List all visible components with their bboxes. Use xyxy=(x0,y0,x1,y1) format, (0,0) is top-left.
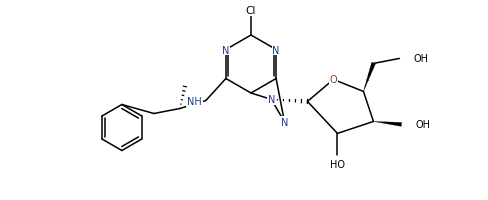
Text: Cl: Cl xyxy=(246,6,256,16)
Text: NH: NH xyxy=(187,97,202,107)
Polygon shape xyxy=(364,63,375,92)
Text: N: N xyxy=(272,45,280,55)
Text: OH: OH xyxy=(415,120,430,130)
Text: OH: OH xyxy=(413,54,428,64)
Text: N: N xyxy=(281,117,288,127)
Text: N: N xyxy=(222,45,229,55)
Text: N: N xyxy=(268,95,275,105)
Polygon shape xyxy=(373,122,402,127)
Text: O: O xyxy=(329,75,337,85)
Text: HO: HO xyxy=(330,160,345,170)
